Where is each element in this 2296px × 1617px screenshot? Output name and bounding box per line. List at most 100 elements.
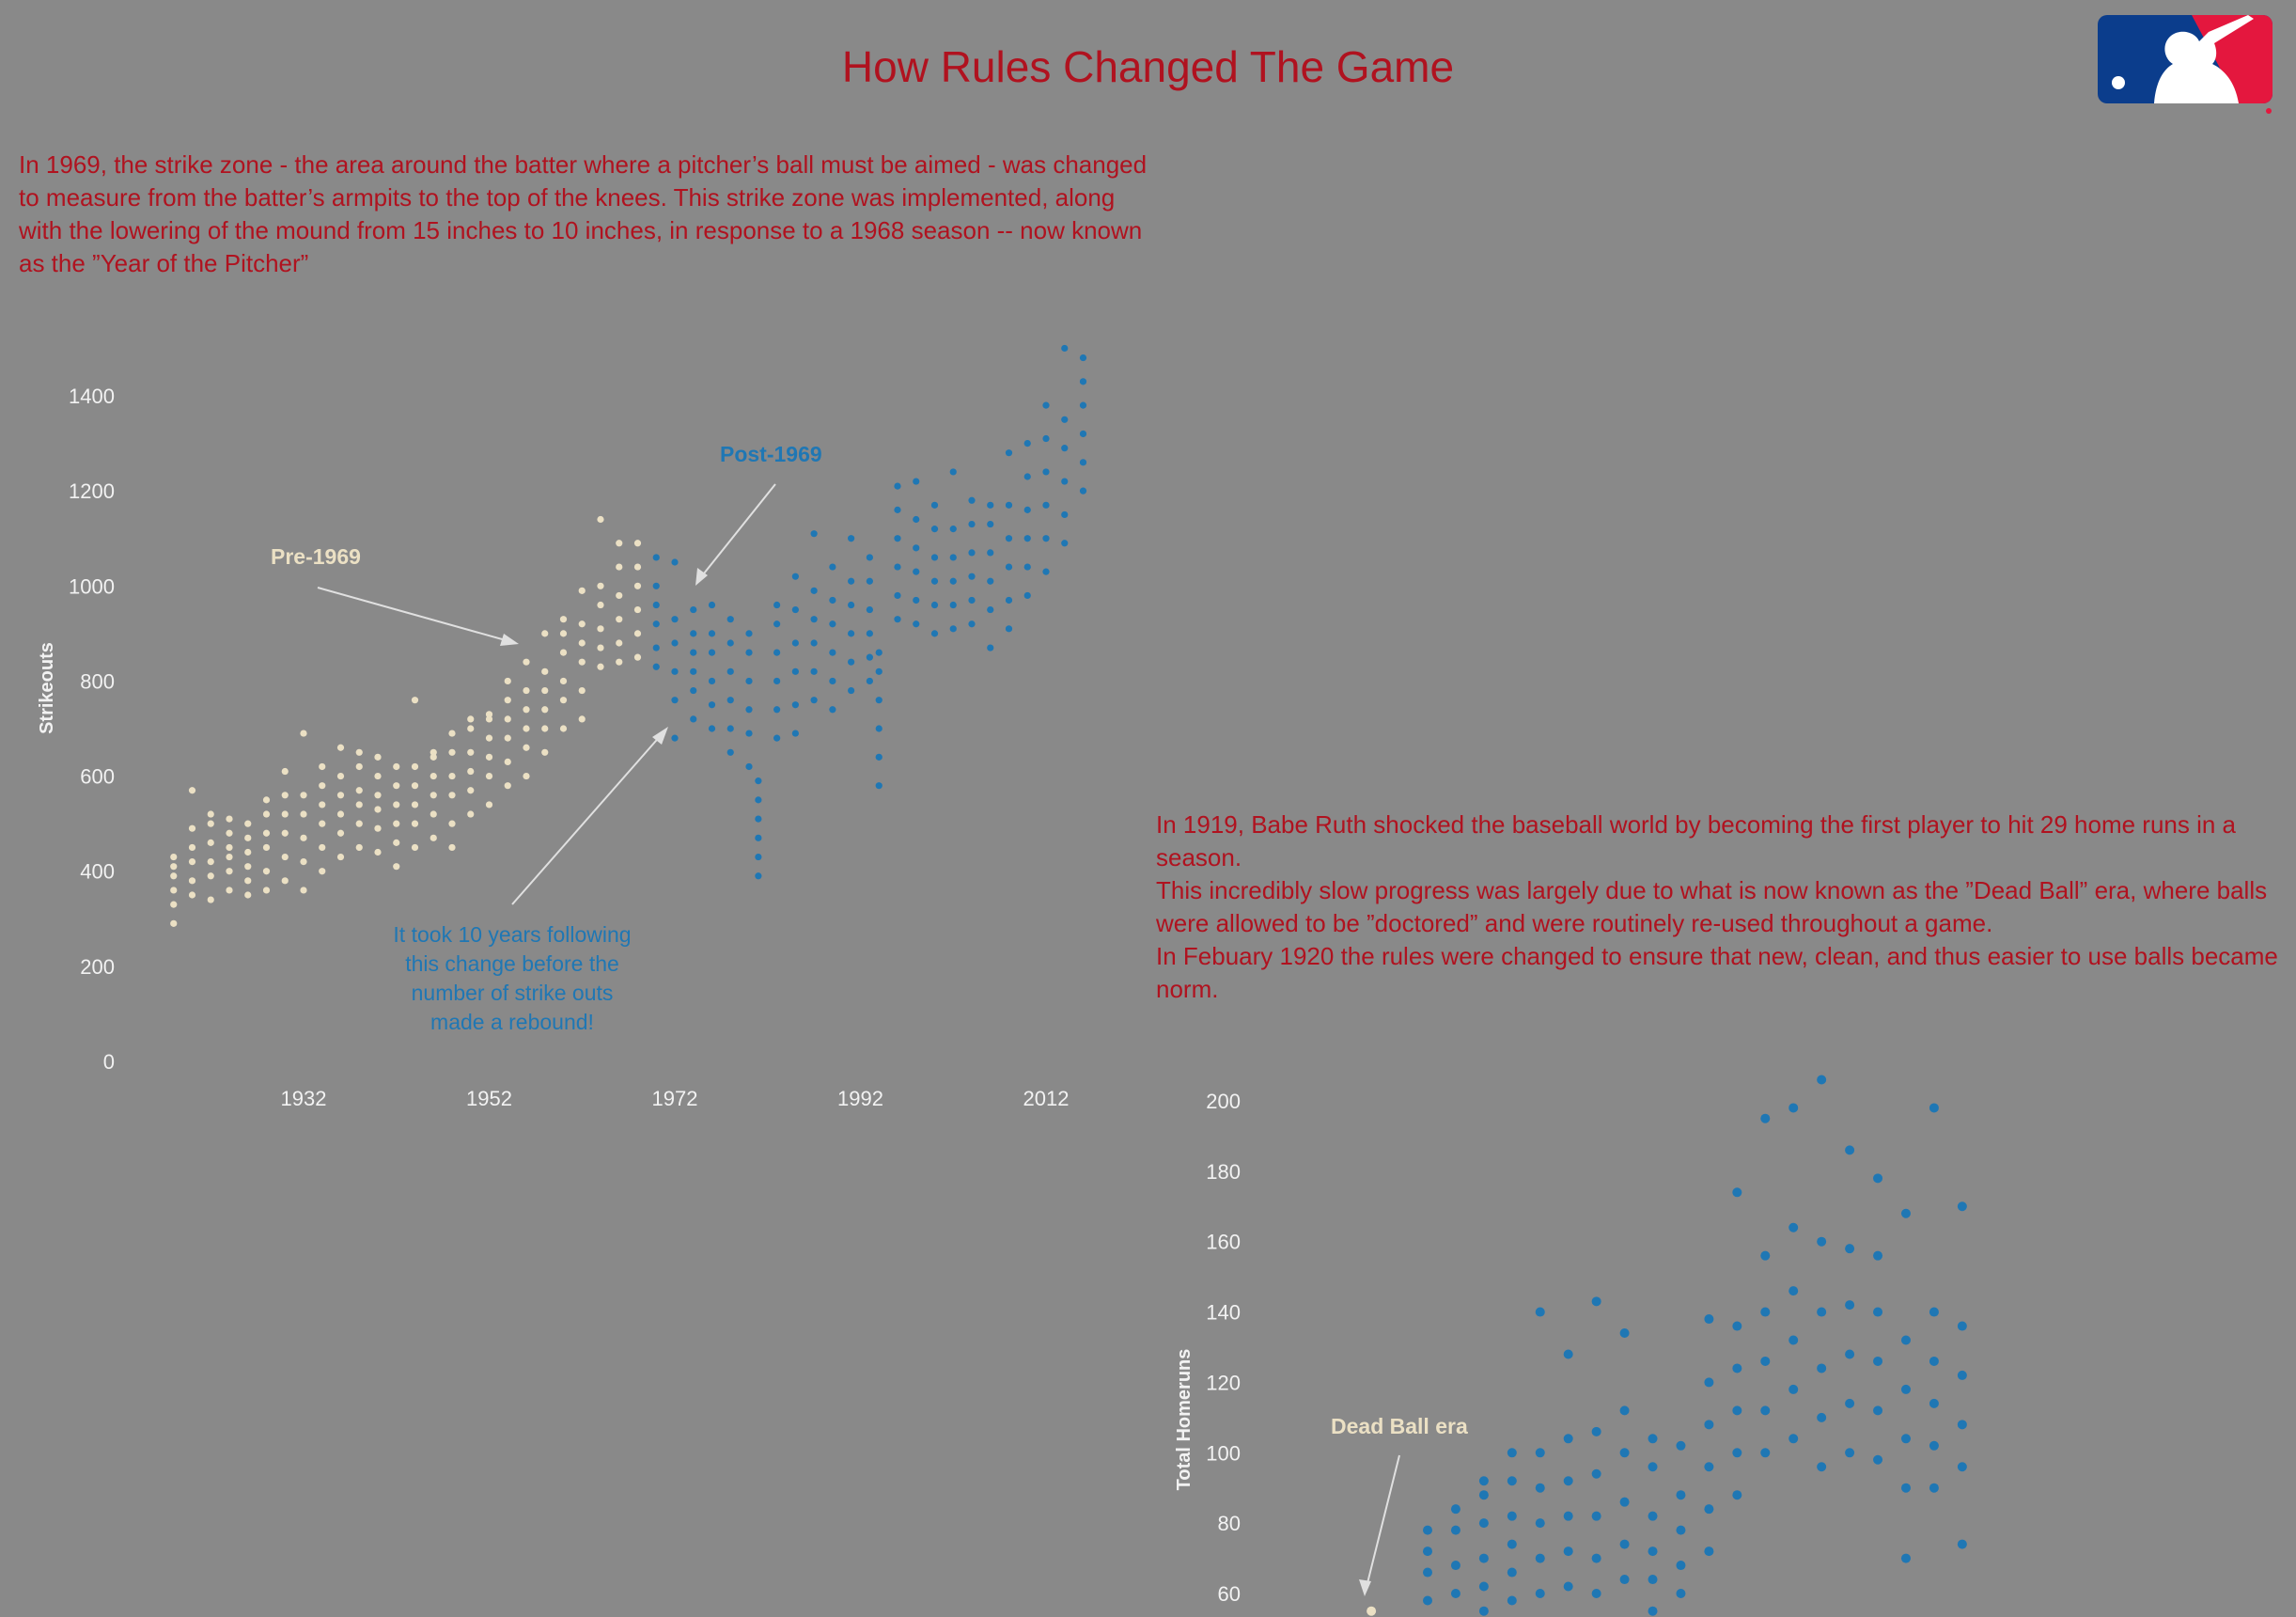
y-tick-label: 400 xyxy=(80,860,115,884)
x-tick-label: 1972 xyxy=(652,1087,698,1110)
data-point xyxy=(652,620,660,628)
data-point xyxy=(300,858,307,866)
data-point xyxy=(541,706,549,714)
data-point xyxy=(930,630,939,637)
paragraph-line: In 1919, Babe Ruth shocked the baseball … xyxy=(1156,810,2237,871)
data-point xyxy=(430,772,437,780)
note-arrow xyxy=(511,732,664,905)
dead-ball-arrow xyxy=(1366,1454,1400,1588)
data-point xyxy=(745,762,753,771)
y-axis-title: Strikeouts xyxy=(37,642,57,734)
data-point xyxy=(559,630,568,637)
data-point xyxy=(726,667,734,675)
data-point xyxy=(866,653,873,661)
data-point xyxy=(262,829,271,837)
data-point xyxy=(319,820,326,827)
data-point xyxy=(411,820,419,827)
data-point xyxy=(374,848,382,856)
data-point xyxy=(791,605,799,614)
data-point xyxy=(866,630,873,637)
data-point xyxy=(1732,1363,1742,1374)
data-point xyxy=(671,734,679,742)
data-point xyxy=(726,697,734,704)
data-point xyxy=(1507,1476,1517,1486)
data-point xyxy=(913,568,920,575)
data-point xyxy=(1478,1518,1489,1529)
data-point xyxy=(1079,459,1087,466)
data-point xyxy=(930,601,939,609)
x-tick-label: 2012 xyxy=(1023,1087,1070,1110)
data-point xyxy=(1873,1173,1883,1184)
data-point xyxy=(578,639,586,647)
y-tick-label: 140 xyxy=(1206,1301,1241,1325)
data-point xyxy=(1061,445,1069,452)
data-point xyxy=(1676,1589,1686,1598)
data-point xyxy=(1478,1581,1489,1592)
data-point xyxy=(791,573,799,580)
data-point xyxy=(448,730,456,737)
data-point xyxy=(1873,1454,1883,1465)
data-point xyxy=(848,535,855,542)
data-point xyxy=(745,677,753,685)
data-point xyxy=(523,772,530,780)
data-point xyxy=(1005,563,1013,571)
data-point xyxy=(1957,1462,1967,1472)
data-point xyxy=(467,715,475,723)
data-point xyxy=(1760,1405,1771,1416)
data-point xyxy=(244,848,252,856)
data-point xyxy=(467,787,475,794)
data-point xyxy=(1023,535,1031,542)
data-point xyxy=(597,644,604,652)
data-point xyxy=(1873,1250,1883,1261)
data-point xyxy=(1704,1546,1714,1557)
data-point xyxy=(485,715,493,723)
data-point xyxy=(355,820,363,827)
data-point xyxy=(578,686,586,695)
data-point xyxy=(652,554,660,561)
data-point xyxy=(448,772,456,780)
data-point xyxy=(504,677,511,685)
data-point xyxy=(336,853,345,861)
data-point xyxy=(170,919,178,927)
data-point xyxy=(1873,1307,1883,1317)
data-point xyxy=(1929,1307,1939,1317)
data-point xyxy=(188,877,196,885)
data-point xyxy=(708,701,716,709)
data-point xyxy=(485,801,493,808)
data-point xyxy=(597,663,604,670)
data-point xyxy=(207,858,214,866)
data-point xyxy=(875,753,882,761)
data-point xyxy=(319,801,326,808)
data-point xyxy=(968,520,976,528)
data-point xyxy=(188,843,196,852)
data-point xyxy=(430,753,437,761)
data-point xyxy=(262,796,271,804)
data-point xyxy=(633,653,642,661)
data-point xyxy=(1845,1300,1855,1311)
data-point xyxy=(485,734,493,742)
data-point xyxy=(1619,1539,1630,1549)
data-point xyxy=(708,630,716,637)
data-point xyxy=(319,868,326,875)
data-point xyxy=(671,616,679,623)
data-point xyxy=(597,601,604,609)
data-point xyxy=(866,554,873,561)
data-point xyxy=(652,663,660,670)
data-point xyxy=(1079,487,1087,495)
data-point xyxy=(1061,540,1069,547)
post-arrowhead xyxy=(695,568,708,586)
data-point xyxy=(541,667,549,675)
data-point xyxy=(1704,1504,1714,1515)
data-point xyxy=(913,544,920,552)
data-point xyxy=(226,815,233,823)
data-point xyxy=(726,639,734,647)
data-point xyxy=(671,558,679,566)
y-tick-label: 100 xyxy=(1206,1441,1241,1465)
data-point xyxy=(170,887,178,894)
data-point xyxy=(1929,1356,1939,1366)
data-point xyxy=(894,482,901,490)
data-point xyxy=(1591,1553,1601,1563)
data-point xyxy=(773,601,781,609)
data-point xyxy=(1450,1525,1460,1535)
data-point xyxy=(1507,1448,1517,1458)
